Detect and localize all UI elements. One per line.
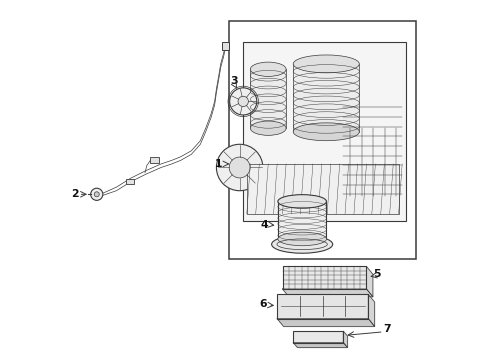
- Bar: [243, 42, 406, 221]
- Ellipse shape: [278, 232, 326, 246]
- Ellipse shape: [293, 55, 359, 73]
- Polygon shape: [283, 289, 373, 297]
- Ellipse shape: [278, 195, 326, 208]
- Ellipse shape: [271, 235, 333, 253]
- Bar: [283, 266, 367, 289]
- Text: 1: 1: [215, 159, 222, 169]
- Text: 5: 5: [373, 269, 381, 279]
- Text: 2: 2: [71, 189, 78, 199]
- Bar: [293, 64, 359, 132]
- Bar: [250, 69, 286, 128]
- Bar: [247, 164, 398, 214]
- Bar: [278, 202, 326, 239]
- Polygon shape: [277, 319, 375, 327]
- Polygon shape: [343, 331, 347, 347]
- Polygon shape: [367, 266, 373, 297]
- Polygon shape: [368, 294, 375, 327]
- Circle shape: [238, 96, 248, 107]
- Circle shape: [91, 188, 103, 201]
- Circle shape: [230, 88, 257, 115]
- Bar: [277, 294, 368, 319]
- Text: 4: 4: [261, 220, 269, 230]
- Bar: [229, 21, 416, 258]
- Ellipse shape: [293, 123, 359, 141]
- Bar: [222, 42, 229, 50]
- Ellipse shape: [250, 62, 286, 76]
- Bar: [293, 331, 343, 342]
- Text: 6: 6: [260, 299, 268, 309]
- Circle shape: [229, 157, 250, 178]
- Ellipse shape: [250, 121, 286, 135]
- Text: 7: 7: [383, 324, 391, 334]
- Circle shape: [94, 192, 99, 197]
- Bar: [150, 157, 159, 163]
- Text: 3: 3: [230, 76, 237, 86]
- Polygon shape: [293, 342, 347, 347]
- Circle shape: [217, 144, 263, 191]
- Bar: [126, 179, 134, 184]
